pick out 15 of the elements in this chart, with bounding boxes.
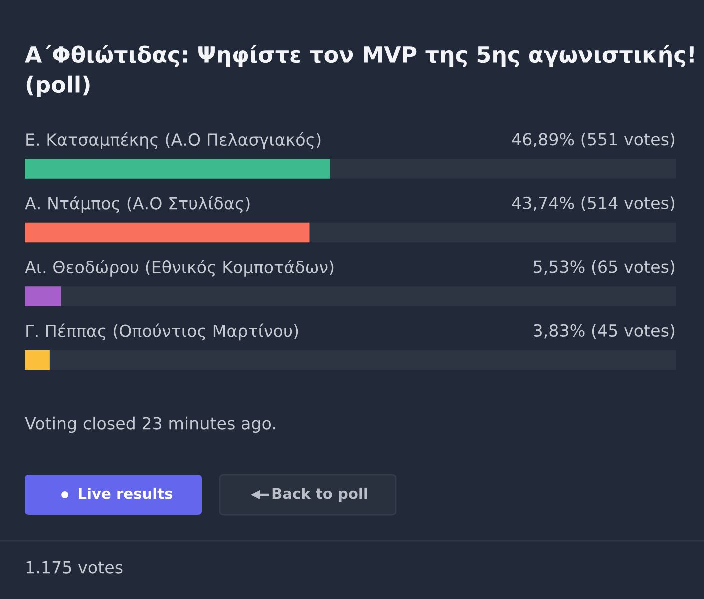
y-tick-label: Ε. Κατσαμπέκης (Α.Ο Πελασγιακός) [26, 132, 321, 150]
data-label: 3,83% (45 votes) [534, 324, 675, 339]
text: Live results [79, 488, 173, 500]
bar [25, 350, 50, 370]
bar [25, 286, 61, 306]
data-label: 5,53% (65 votes) [534, 260, 675, 276]
data-label: 46,89% (551 votes) [512, 132, 675, 148]
data-label: 43,74% (514 votes) [512, 196, 675, 212]
text: 1.175 votes [26, 561, 123, 574]
text: Voting closed 23 minutes ago. [25, 416, 276, 434]
chart-title: Α΄Φθιώτιδας: Ψηφίστε τον MVP της 5ης αγωνιστικής! (poll) [25, 45, 694, 98]
y-tick-label: Α. Ντάμπος (Α.Ο Στυλίδας) [25, 196, 250, 214]
text: Back to poll [272, 488, 368, 502]
y-tick-label: Αι. Θεοδώρου (Εθνικός Κομποτάδων) [25, 260, 334, 277]
y-tick-label: Γ. Πέππας (Οπούντιος Μαρτίνου) [26, 324, 298, 341]
